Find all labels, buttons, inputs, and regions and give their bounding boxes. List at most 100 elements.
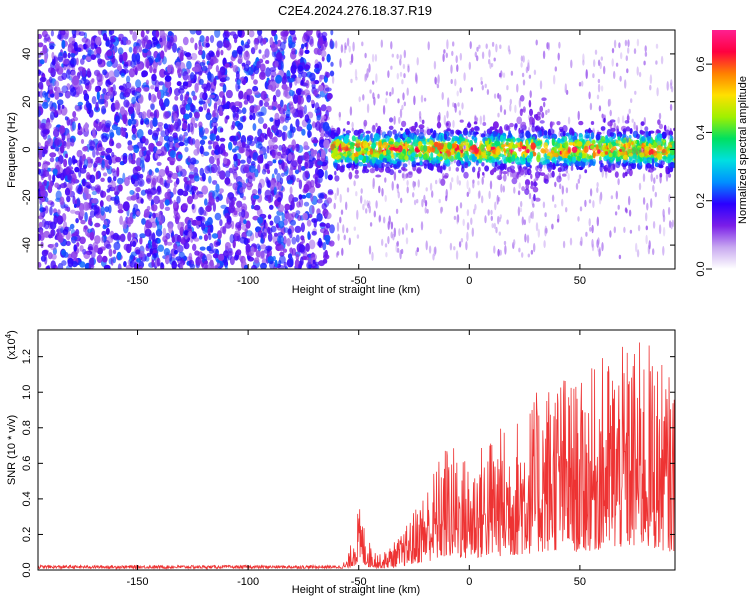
spectrogram-cell (413, 199, 417, 206)
spectrogram-cell (225, 170, 231, 178)
spectrogram-cell (446, 39, 449, 50)
spectrogram-cell (73, 203, 77, 208)
spectrogram-cell (468, 187, 471, 195)
spectrogram-cell (629, 157, 633, 164)
spectrogram-cell (139, 233, 146, 239)
spectrogram-cell (122, 220, 127, 230)
spectrogram-cell (326, 92, 333, 100)
spectrogram-cell (433, 141, 439, 147)
spectrogram-cell (480, 80, 483, 85)
spectrogram-cell (388, 125, 394, 130)
spectrogram-cell (188, 112, 193, 119)
spectrogram-cell (631, 161, 637, 170)
spectrogram-cell (469, 155, 473, 161)
spectrogram-cell (132, 152, 136, 161)
spectrogram-cell (470, 217, 473, 225)
spectrogram-cell (115, 156, 122, 163)
spectrogram-cell (668, 173, 672, 178)
spectrogram-cell (437, 74, 440, 85)
spectrogram-cell (509, 165, 515, 170)
spectrogram-cell (160, 262, 164, 268)
spectrogram-cell (215, 183, 220, 193)
spectrogram-cell (198, 44, 203, 52)
spectrogram-cell (235, 222, 242, 229)
spectrogram-cell (481, 176, 484, 185)
spectrogram-cell (99, 73, 104, 82)
spectrogram-cell (102, 69, 107, 76)
spectrogram-cell (185, 94, 189, 100)
spectrogram-cell (648, 240, 651, 250)
spectrogram-cell (223, 157, 228, 165)
spectrogram-cell (145, 79, 149, 86)
spectrogram-cell (638, 182, 642, 191)
spectrogram-cell (66, 195, 71, 203)
spectrogram-cell (645, 234, 648, 245)
spectrogram-cell (39, 212, 43, 218)
spectrogram-cell (407, 144, 414, 149)
spectrogram-cell (90, 54, 97, 60)
spectrogram-cell (174, 216, 180, 225)
spectrogram-cell (637, 224, 641, 232)
spectrogram-cell (653, 141, 657, 149)
spectrogram-cell (136, 129, 144, 139)
spectrogram-cell (196, 146, 200, 154)
spectrogram-cell (635, 147, 642, 155)
spectrogram-cell (521, 252, 524, 258)
spectrogram-cell (458, 180, 461, 186)
spectrogram-cell (539, 105, 543, 113)
spectrogram-cell (106, 60, 113, 67)
spectrogram-cell (277, 235, 284, 244)
spectrogram-cell (41, 197, 45, 203)
spectrogram-cell (625, 55, 628, 62)
spectrogram-cell (403, 73, 406, 79)
spectrogram-cell (474, 147, 479, 155)
spectrogram-cell (181, 202, 189, 210)
spectrogram-cell (497, 248, 500, 257)
spectrogram-cell (49, 82, 54, 92)
spectrogram-cell (609, 131, 615, 137)
spectrogram-cell (235, 70, 240, 80)
spectrogram-cell (122, 83, 127, 92)
spectrogram-cell (469, 139, 473, 146)
spectrogram-cell (343, 128, 346, 132)
spectrogram-cell (530, 142, 536, 150)
spectrogram-cell (416, 162, 420, 166)
spectrogram-cell (313, 67, 320, 74)
spectrogram-cell (646, 202, 649, 211)
spectrogram-cell (446, 128, 451, 132)
spectrogram-cell (249, 105, 255, 113)
spectrogram-cell (90, 249, 96, 259)
spectrogram-cell (450, 64, 453, 74)
spectrogram-cell (251, 204, 255, 210)
spectrogram-cell (243, 264, 249, 269)
spectrogram-cell (604, 155, 611, 160)
spectrogram-cell (130, 195, 137, 201)
spectrogram-cell (294, 225, 302, 233)
spectrogram-cell (40, 123, 47, 130)
spectrogram-cell (653, 177, 656, 185)
spectrogram-cell (119, 233, 126, 242)
spectrogram-cell (182, 81, 189, 87)
spectrogram-cell (488, 49, 491, 58)
spectrogram-cell (649, 154, 654, 158)
spectrogram-cell (321, 149, 326, 159)
spectrogram-cell (97, 30, 103, 36)
spectrogram-cell (551, 150, 555, 154)
spectrogram-cell (525, 66, 529, 74)
spectrogram-cell (517, 172, 520, 176)
spectrogram-cell (452, 41, 455, 47)
spectrogram-cell (354, 169, 359, 175)
spectrogram-cell (87, 218, 92, 226)
spectrogram-cell (518, 127, 521, 134)
spectrogram-cell (564, 83, 567, 93)
spectrogram-cell (608, 141, 612, 150)
spectrogram-cell (232, 65, 239, 73)
spectrogram-cell (366, 103, 370, 114)
spectrogram-cell (259, 244, 267, 250)
spectrogram-cell (233, 254, 239, 261)
spectrogram-cell (423, 194, 426, 203)
spectrogram-cell (648, 150, 652, 156)
spectrogram-cell (231, 50, 238, 58)
spectrogram-cell (133, 65, 138, 73)
spectrogram-cell (609, 230, 612, 238)
